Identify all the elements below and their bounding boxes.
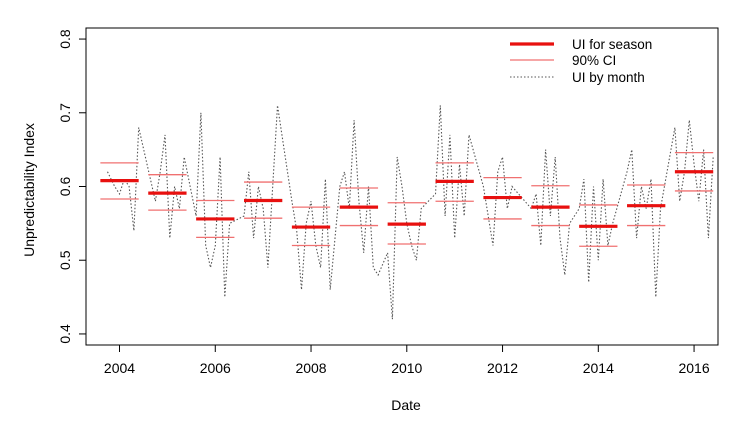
x-tick-label: 2016 (678, 360, 709, 376)
x-tick-label: 2008 (295, 360, 326, 376)
x-tick-label: 2010 (391, 360, 422, 376)
y-tick-label: 0.7 (57, 103, 73, 123)
x-axis-label: Date (391, 397, 421, 413)
monthly-series (108, 105, 714, 319)
y-tick-label: 0.6 (57, 177, 73, 197)
legend-label: UI for season (572, 37, 652, 52)
y-tick-label: 0.4 (57, 324, 73, 344)
x-tick-label: 2014 (583, 360, 614, 376)
y-axis: 0.4 0.5 0.6 0.7 0.8 (57, 29, 86, 344)
x-tick-label: 2012 (487, 360, 518, 376)
y-tick-label: 0.5 (57, 250, 73, 270)
x-axis: 2004 2006 2008 2010 2012 2014 2016 (104, 345, 710, 376)
x-tick-label: 2004 (104, 360, 135, 376)
x-tick-label: 2006 (200, 360, 231, 376)
y-axis-label: Unpredictability Index (21, 123, 37, 257)
y-tick-label: 0.8 (57, 29, 73, 49)
monthly-line (108, 105, 714, 319)
legend-label: UI by month (572, 70, 645, 85)
legend-label: 90% CI (572, 53, 616, 68)
